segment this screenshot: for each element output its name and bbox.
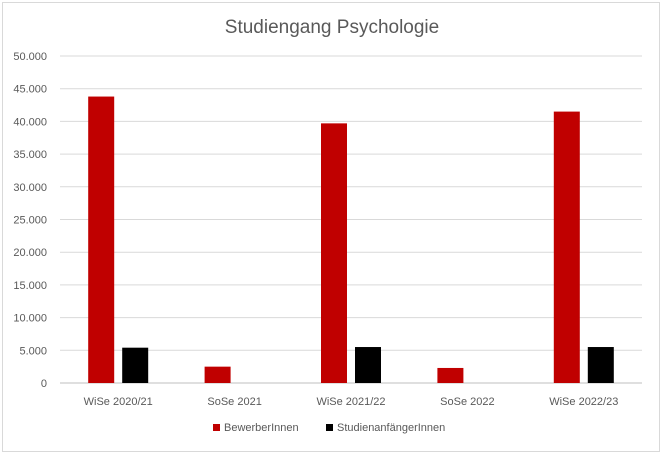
- bar-bewerberinnen: [321, 123, 347, 383]
- legend-label: BewerberInnen: [224, 422, 299, 434]
- bars: [88, 96, 614, 383]
- bar-studienanfängerinnen: [587, 347, 614, 383]
- y-tick-label: 35.000: [13, 149, 47, 161]
- y-tick-label: 20.000: [13, 247, 47, 259]
- y-tick-label: 45.000: [13, 84, 47, 96]
- y-tick-label: 15.000: [13, 280, 47, 292]
- bar-bewerberinnen: [88, 96, 115, 383]
- bar-bewerberinnen: [204, 366, 231, 383]
- bar-bewerberinnen: [437, 367, 464, 383]
- gridlines: [60, 55, 642, 384]
- y-tick-label: 50.000: [13, 51, 47, 63]
- y-tick-label: 10.000: [13, 313, 47, 325]
- x-tick-label: WiSe 2022/23: [549, 396, 618, 408]
- x-axis-ticks: WiSe 2020/21 SoSe 2021 WiSe 2021/22 SoSe 20…: [84, 396, 619, 408]
- y-tick-label: 0: [41, 378, 47, 390]
- y-axis-ticks: 0 5.000 10.000 15.000 20.000 25.000 30.000 35.0…: [13, 51, 47, 390]
- y-tick-label: 5.000: [19, 345, 47, 357]
- y-tick-label: 25.000: [13, 215, 47, 227]
- y-tick-label: 30.000: [13, 182, 47, 194]
- bar-studienanfängerinnen: [122, 347, 149, 383]
- x-tick-label: SoSe 2022: [440, 396, 494, 408]
- chart-title: Studiengang Psychologie: [225, 17, 439, 38]
- legend: BewerberInnen StudienanfängerInnen: [213, 422, 445, 434]
- x-tick-label: SoSe 2021: [207, 396, 261, 408]
- legend-swatch: [213, 424, 220, 431]
- y-tick-label: 40.000: [13, 116, 47, 128]
- x-tick-label: WiSe 2021/22: [316, 396, 385, 408]
- x-tick-label: WiSe 2020/21: [84, 396, 153, 408]
- legend-label: StudienanfängerInnen: [337, 422, 445, 434]
- legend-swatch: [326, 424, 333, 431]
- bar-studienanfängerinnen: [355, 347, 381, 383]
- bar-bewerberinnen: [553, 111, 580, 383]
